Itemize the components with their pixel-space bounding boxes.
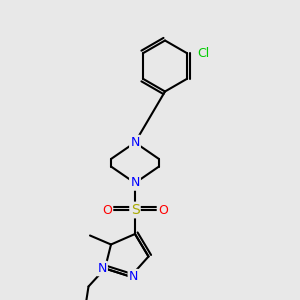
Text: N: N — [130, 176, 140, 190]
Text: N: N — [130, 136, 140, 149]
Text: N: N — [97, 262, 107, 275]
Text: Cl: Cl — [197, 47, 210, 60]
Text: O: O — [102, 203, 112, 217]
Text: N: N — [129, 270, 138, 283]
Text: S: S — [130, 203, 140, 217]
Text: O: O — [158, 203, 168, 217]
